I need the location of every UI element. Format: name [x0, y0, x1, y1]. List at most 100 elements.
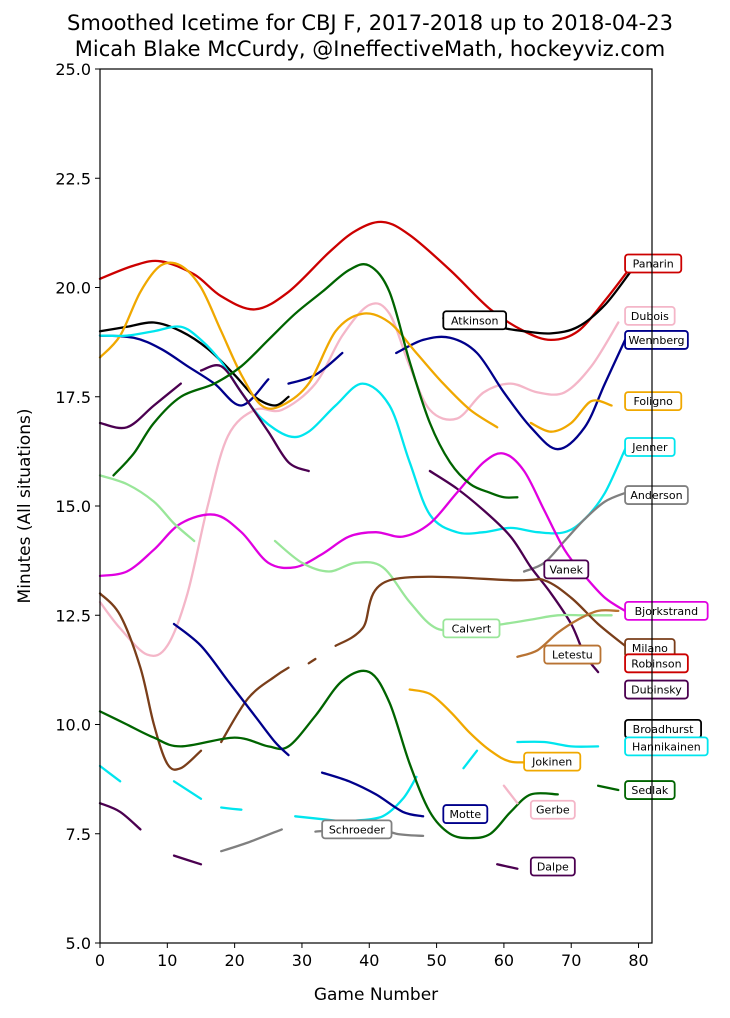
series-label-text: Dalpe	[537, 861, 569, 874]
series-label-box	[624, 391, 683, 412]
series-line-hannikainen	[462, 749, 479, 770]
series-label-schroeder: Schroeder	[321, 819, 393, 840]
series-label-dubois: Dubois	[624, 306, 676, 326]
series-line-wennberg	[395, 335, 627, 451]
series-line-hannikainen	[98, 764, 122, 783]
series-label-bjorkstrand: Bjorkstrand	[624, 600, 709, 621]
series-label-text: Dubinsky	[631, 684, 682, 697]
series-label-dubinsky: Dubinsky	[624, 679, 689, 700]
x-tick-label: 30	[292, 951, 312, 970]
series-line-letestu	[516, 609, 620, 658]
series-label-box	[624, 653, 689, 674]
series-label-panarin: Panarin	[624, 253, 683, 274]
series-line-milano	[334, 575, 627, 647]
y-axis-label: Minutes (All situations)	[15, 409, 35, 604]
series-label-jokinen: Jokinen	[523, 751, 582, 772]
series-label-text: Bjorkstrand	[635, 605, 699, 618]
series-label-text: Foligno	[633, 395, 673, 408]
series-label-text: Schroeder	[329, 823, 386, 836]
series-label-text: Jenner	[631, 441, 668, 454]
x-tick-label: 20	[224, 951, 244, 970]
x-tick-label: 60	[494, 951, 514, 970]
series-label-letestu: Letestu	[543, 644, 602, 665]
series-label-box	[624, 780, 676, 800]
series-label-text: Calvert	[452, 622, 492, 635]
x-tick-label: 80	[628, 951, 648, 970]
series-label-wennberg: Wennberg	[624, 330, 689, 350]
series-label-jenner: Jenner	[624, 437, 676, 457]
series-label-text: Dubois	[631, 310, 669, 323]
chart-title: Smoothed Icetime for CBJ F, 2017-2018 up…	[67, 11, 673, 35]
series-label-text: Wennberg	[628, 334, 684, 347]
series-label-text: Robinson	[631, 657, 681, 670]
y-tick-label: 15.0	[55, 497, 91, 516]
series-label-box	[624, 437, 676, 457]
series-label-box	[624, 736, 709, 757]
series-line-atkinson	[98, 321, 290, 407]
series-label-box	[624, 485, 689, 505]
series-label-box	[543, 559, 590, 580]
series-line-gerbe	[502, 784, 519, 805]
series-label-atkinson: Atkinson	[442, 310, 508, 331]
series-label-text: Jokinen	[531, 756, 572, 769]
series-label-dalpe: Dalpe	[529, 856, 576, 877]
series-line-wennberg	[287, 351, 344, 385]
series-line-dubinsky	[199, 364, 310, 473]
series-label-text: Panarin	[633, 257, 674, 270]
series-label-box	[624, 679, 689, 700]
series-label-foligno: Foligno	[624, 391, 683, 412]
chart-subtitle: Micah Blake McCurdy, @IneffectiveMath, h…	[75, 37, 665, 61]
x-tick-label: 10	[157, 951, 177, 970]
series-label-text: Motte	[450, 808, 482, 821]
series-line-dubinsky	[496, 863, 519, 870]
y-tick-label: 12.5	[55, 606, 91, 625]
y-tick-label: 10.0	[55, 716, 91, 735]
series-line-milano	[98, 592, 203, 771]
series-label-calvert: Calvert	[442, 618, 501, 639]
series-line-foligno	[529, 399, 613, 433]
series-label-box	[321, 819, 393, 840]
series-label-anderson: Anderson	[624, 485, 689, 505]
x-axis-label: Game Number	[314, 985, 438, 1005]
series-line-panarin	[98, 220, 633, 342]
series-label-box	[624, 600, 709, 621]
series-label-text: Hannikainen	[632, 740, 701, 753]
y-tick-label: 5.0	[66, 934, 91, 953]
series-line-anderson	[220, 828, 283, 853]
series-label-text: Sedlak	[631, 784, 669, 797]
series-line-motte	[320, 771, 425, 818]
series-label-box	[624, 330, 689, 350]
x-tick-label: 0	[95, 951, 105, 970]
y-tick-label: 20.0	[55, 279, 91, 298]
axis-ticks: 0 10 20 30 40 50 60 70 80 5.0 7.5 10.0 12.5 15.0 17.5 2…	[55, 60, 648, 970]
series-label-text: Gerbe	[536, 804, 570, 817]
series-label-text: Vanek	[550, 563, 584, 576]
y-tick-label: 22.5	[55, 169, 91, 188]
series-line-foligno	[98, 261, 499, 429]
x-tick-label: 40	[359, 951, 379, 970]
series-line-sedlak	[98, 669, 559, 840]
y-tick-label: 17.5	[55, 388, 91, 407]
series-line-hannikainen	[220, 806, 243, 811]
series-label-box	[442, 310, 508, 331]
series-label-text: Anderson	[630, 489, 682, 502]
series-label-motte: Motte	[442, 804, 489, 824]
series-label-box	[624, 306, 676, 326]
series-line-motte	[172, 622, 290, 757]
series-label-robinson: Robinson	[624, 653, 689, 674]
series-label-text: Milano	[632, 642, 668, 655]
series-line-jokinen	[408, 688, 539, 764]
series-label-gerbe: Gerbe	[529, 799, 576, 820]
series-label-box	[442, 804, 489, 824]
y-tick-label: 7.5	[66, 825, 91, 844]
series-line-dubinsky	[98, 382, 182, 430]
series-line-savard-green	[112, 263, 519, 499]
series-line-jenner	[98, 325, 627, 535]
series-label-vanek: Vanek	[543, 559, 590, 580]
series-label-text: Letestu	[552, 649, 593, 662]
series-line-dalpe	[98, 802, 142, 831]
series-line-hannikainen	[516, 740, 600, 748]
series-line-bjorkstrand	[98, 452, 627, 613]
x-tick-label: 70	[561, 951, 581, 970]
